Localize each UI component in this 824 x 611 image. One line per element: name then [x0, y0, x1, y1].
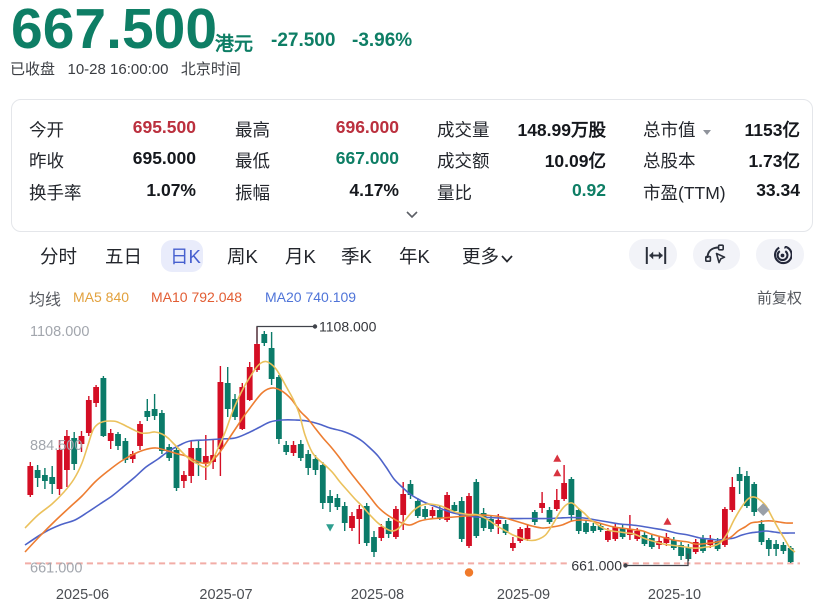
svg-text:661.000: 661.000 [30, 561, 82, 577]
svg-text:1108.000: 1108.000 [30, 324, 89, 340]
svg-text:884.500: 884.500 [30, 438, 82, 454]
svg-text:2025-07: 2025-07 [199, 587, 252, 603]
svg-text:2025-06: 2025-06 [56, 587, 109, 603]
svg-text:1108.000: 1108.000 [319, 319, 377, 335]
svg-text:661.000: 661.000 [571, 558, 622, 574]
svg-text:2025-09: 2025-09 [497, 587, 550, 603]
svg-text:2025-10: 2025-10 [648, 587, 701, 603]
svg-text:2025-08: 2025-08 [351, 587, 404, 603]
